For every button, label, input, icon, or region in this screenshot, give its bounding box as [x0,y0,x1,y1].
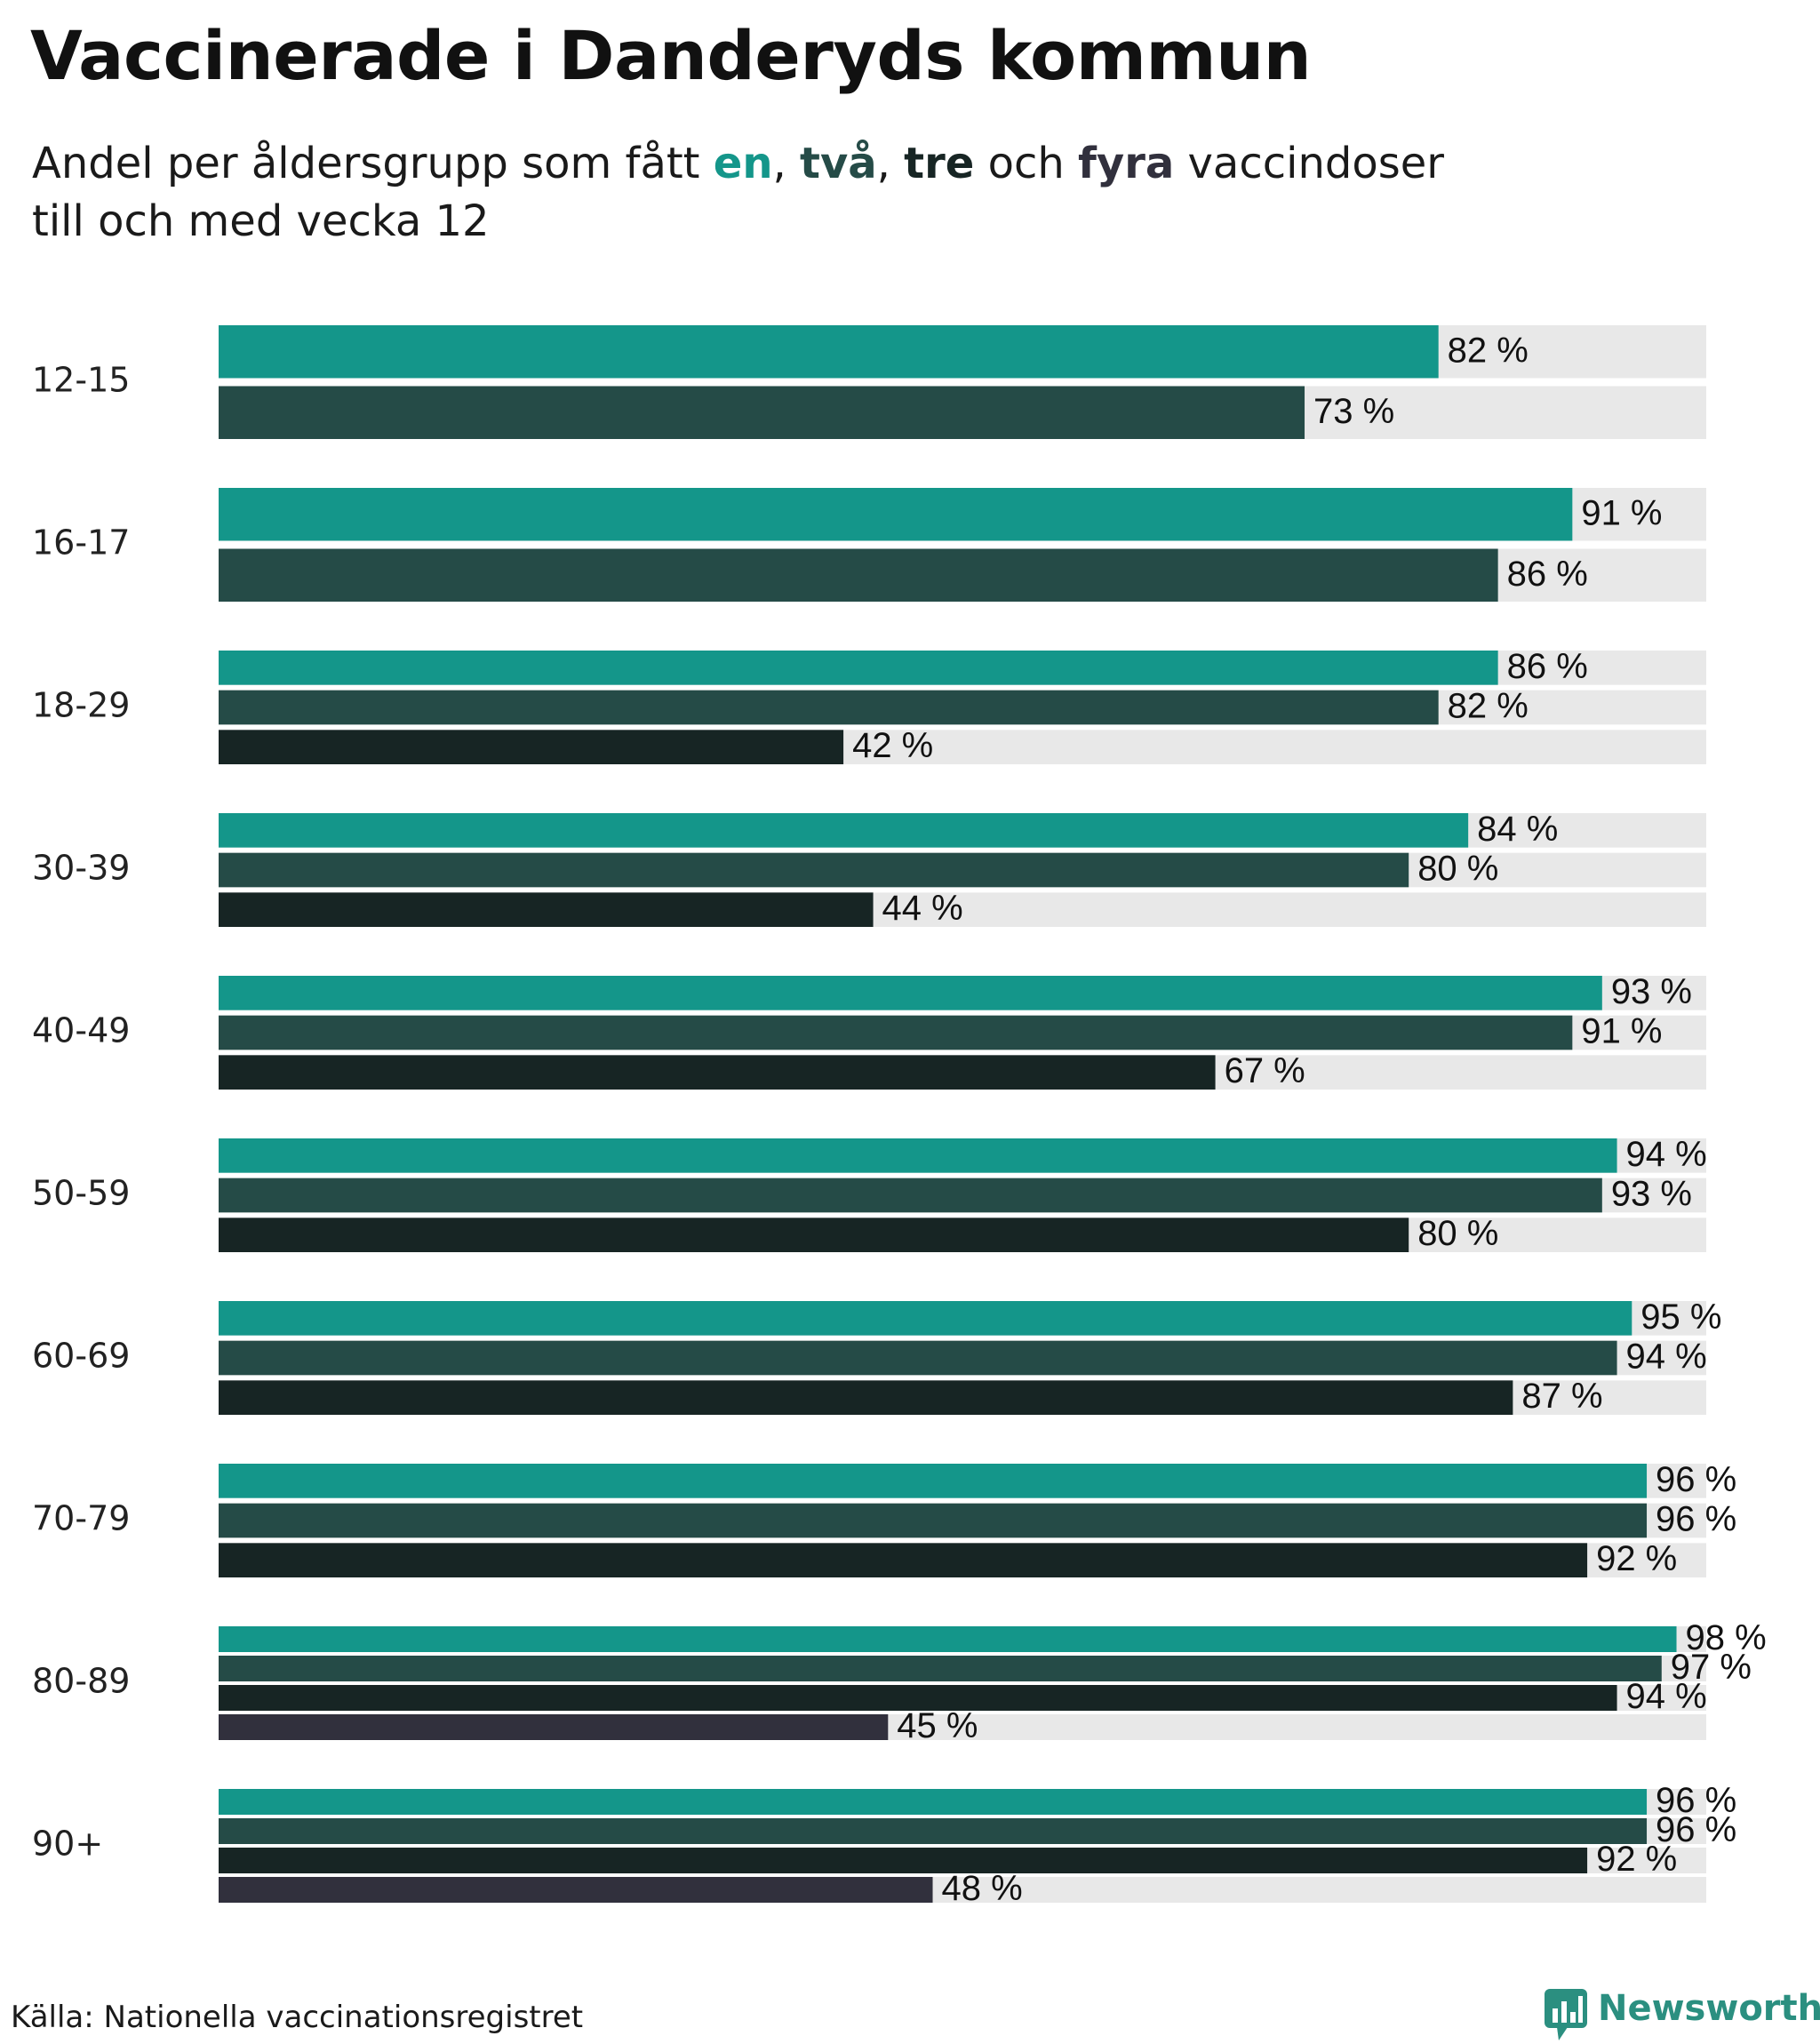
chart-subtitle: Andel per åldersgrupp som fått en, två, … [32,135,1720,251]
data-label: 67 % [1225,1051,1305,1090]
bar-first-dose [219,1464,1648,1498]
bar-third-dose [219,1685,1617,1711]
category-label: 80-89 [32,1662,130,1701]
data-label: 73 % [1313,392,1394,431]
data-label: 86 % [1507,555,1588,594]
bar-third-dose [219,1218,1409,1252]
category-label: 30-39 [32,849,130,888]
bar-fourth-dose [219,1714,889,1740]
category-label: 16-17 [32,523,130,563]
legend-dose-3: tre [904,139,975,188]
data-label: 95 % [1640,1297,1721,1337]
legend-dose-4: fyra [1078,139,1175,188]
bar-third-dose [219,1848,1588,1873]
bar-first-dose [219,1301,1632,1336]
data-label: 92 % [1596,1840,1677,1879]
bar-fourth-dose [219,1877,933,1903]
data-label: 48 % [942,1869,1023,1908]
data-label: 93 % [1611,1175,1692,1214]
bar-second-dose [219,1818,1648,1844]
subtitle-text: vaccindoser [1174,139,1444,188]
bar-second-dose [219,1656,1662,1681]
bar-second-dose [219,386,1305,439]
data-label: 98 % [1686,1618,1767,1657]
subtitle-separator: , [772,139,801,188]
bar-second-dose [219,548,1498,602]
data-label: 96 % [1656,1460,1736,1499]
category-label: 12-15 [32,361,130,400]
bar-first-dose [219,1626,1677,1652]
bar-third-dose [219,1543,1588,1577]
category-label: 40-49 [32,1011,130,1050]
bar-third-dose [219,1055,1216,1090]
chart-title: Vaccinerade i Danderyds kommun [30,16,1312,95]
logo-text: Newsworthy [1598,1988,1820,2029]
data-label: 94 % [1626,1135,1707,1174]
data-label: 84 % [1477,810,1558,849]
bar-second-dose [219,1503,1648,1538]
bar-second-dose [219,690,1439,725]
legend-dose-1: en [713,139,773,188]
data-label: 91 % [1581,1012,1662,1051]
bar-second-dose [219,1178,1602,1213]
category-label: 60-69 [32,1337,130,1376]
data-label: 96 % [1656,1500,1736,1539]
source-note: Källa: Nationella vaccinationsregistret [11,2000,584,2035]
data-label: 94 % [1626,1337,1707,1377]
bar-second-dose [219,852,1409,888]
bar-first-dose [219,651,1498,685]
data-label: 92 % [1596,1539,1677,1578]
bar-second-dose [219,1015,1573,1050]
data-label: 44 % [882,889,963,928]
subtitle-text: och [974,139,1079,188]
category-label: 70-79 [32,1499,130,1538]
subtitle-line-2: till och med vecka 12 [32,196,490,246]
bar-chart-speech-bubble-icon [1545,1989,1587,2040]
bar-first-dose [219,488,1573,541]
data-label: 91 % [1581,493,1662,532]
data-label: 80 % [1417,1214,1498,1253]
data-label: 87 % [1521,1377,1602,1416]
subtitle-separator: , [876,139,905,188]
bar-first-dose [219,813,1469,848]
bar-first-dose [219,325,1439,379]
bar-third-dose [219,892,874,927]
data-label: 82 % [1448,687,1529,726]
data-label: 96 % [1656,1810,1736,1849]
data-label: 86 % [1507,647,1588,686]
bar-third-dose [219,1380,1513,1415]
data-label: 80 % [1417,850,1498,889]
bar-second-dose [219,1340,1617,1376]
data-label: 94 % [1626,1677,1707,1716]
category-label: 50-59 [32,1174,130,1213]
data-label: 93 % [1611,972,1692,1011]
data-label: 97 % [1671,1648,1752,1687]
bar-first-dose [219,1138,1617,1173]
data-label: 82 % [1448,331,1529,370]
bar-first-dose [219,1789,1648,1815]
newsworthy-logo: Newsworthy [1545,1989,1820,2044]
subtitle-text: Andel per åldersgrupp som fått [32,139,714,188]
category-label: 90+ [32,1824,103,1864]
legend-dose-2: två [800,139,877,188]
bar-first-dose [219,976,1602,1010]
category-label: 18-29 [32,686,130,725]
data-label: 42 % [852,726,933,765]
data-label: 45 % [897,1706,978,1745]
data-label: 96 % [1656,1781,1736,1820]
bar-third-dose [219,730,844,764]
